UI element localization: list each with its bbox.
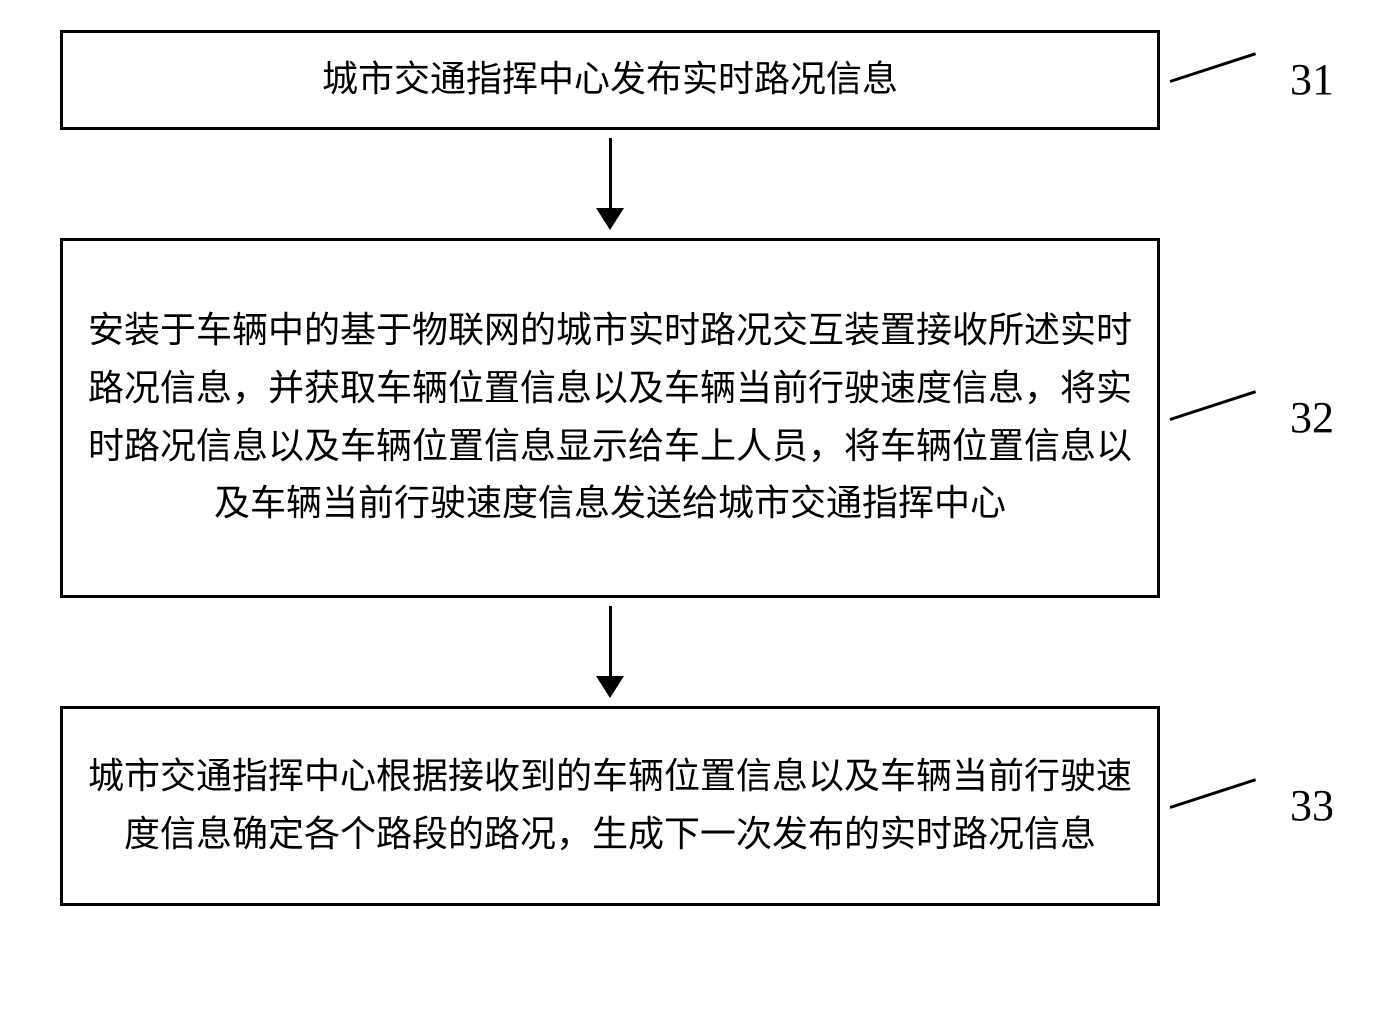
step1-box: 城市交通指挥中心发布实时路况信息 [60, 30, 1160, 130]
box-container-3: 城市交通指挥中心根据接收到的车辆位置信息以及车辆当前行驶速度信息确定各个路段的路… [60, 706, 1160, 906]
row-step2: 安装于车辆中的基于物联网的城市实时路况交互装置接收所述实时路况信息，并获取车辆位… [40, 238, 1349, 598]
arrow-line-1 [609, 138, 612, 208]
box-container-1: 城市交通指挥中心发布实时路况信息 [60, 30, 1160, 130]
step3-box: 城市交通指挥中心根据接收到的车辆位置信息以及车辆当前行驶速度信息确定各个路段的路… [60, 706, 1160, 906]
row-step3: 城市交通指挥中心根据接收到的车辆位置信息以及车辆当前行驶速度信息确定各个路段的路… [40, 706, 1349, 906]
box-container-2: 安装于车辆中的基于物联网的城市实时路况交互装置接收所述实时路况信息，并获取车辆位… [60, 238, 1160, 598]
step1-text: 城市交通指挥中心发布实时路况信息 [322, 51, 898, 109]
connector-line-3 [1170, 778, 1257, 809]
step3-text: 城市交通指挥中心根据接收到的车辆位置信息以及车辆当前行驶速度信息确定各个路段的路… [87, 748, 1133, 863]
arrow-head-1 [596, 208, 624, 230]
connector-line-2 [1170, 390, 1257, 421]
step3-label: 33 [1290, 780, 1334, 831]
step2-label: 32 [1290, 392, 1334, 443]
step2-box: 安装于车辆中的基于物联网的城市实时路况交互装置接收所述实时路况信息，并获取车辆位… [60, 238, 1160, 598]
arrow-1 [60, 130, 1160, 238]
arrow-head-2 [596, 676, 624, 698]
flowchart-container: 城市交通指挥中心发布实时路况信息 31 安装于车辆中的基于物联网的城市实时路况交… [40, 30, 1349, 906]
arrow-2 [60, 598, 1160, 706]
arrow-line-2 [609, 606, 612, 676]
row-step1: 城市交通指挥中心发布实时路况信息 31 [40, 30, 1349, 130]
connector-line-1 [1170, 52, 1257, 83]
step1-label: 31 [1290, 54, 1334, 105]
step2-text: 安装于车辆中的基于物联网的城市实时路况交互装置接收所述实时路况信息，并获取车辆位… [87, 302, 1133, 532]
